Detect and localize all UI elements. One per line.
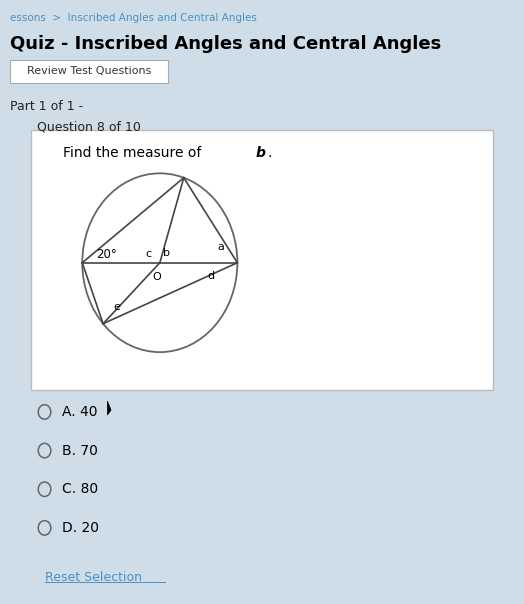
- Text: Review Test Questions: Review Test Questions: [27, 66, 151, 76]
- FancyBboxPatch shape: [31, 130, 493, 390]
- Text: A. 40: A. 40: [62, 405, 97, 419]
- Text: C. 80: C. 80: [62, 482, 98, 496]
- Polygon shape: [107, 401, 111, 415]
- Text: D. 20: D. 20: [62, 521, 99, 535]
- Text: Part 1 of 1 -: Part 1 of 1 -: [10, 100, 84, 113]
- Text: b: b: [255, 146, 265, 160]
- Text: Question 8 of 10: Question 8 of 10: [37, 121, 140, 134]
- Text: Reset Selection: Reset Selection: [45, 571, 141, 585]
- Text: O: O: [152, 272, 161, 283]
- Text: essons  >  Inscribed Angles and Central Angles: essons > Inscribed Angles and Central An…: [10, 13, 257, 24]
- Text: B. 70: B. 70: [62, 443, 97, 458]
- Text: a: a: [217, 242, 224, 252]
- Text: d: d: [208, 271, 215, 281]
- Text: .: .: [268, 146, 272, 160]
- Text: b: b: [162, 248, 170, 258]
- Text: Find the measure of: Find the measure of: [63, 146, 205, 160]
- Text: Quiz - Inscribed Angles and Central Angles: Quiz - Inscribed Angles and Central Angl…: [10, 35, 442, 53]
- Text: c: c: [145, 249, 151, 259]
- Text: 20°: 20°: [96, 248, 117, 261]
- Text: e: e: [113, 302, 120, 312]
